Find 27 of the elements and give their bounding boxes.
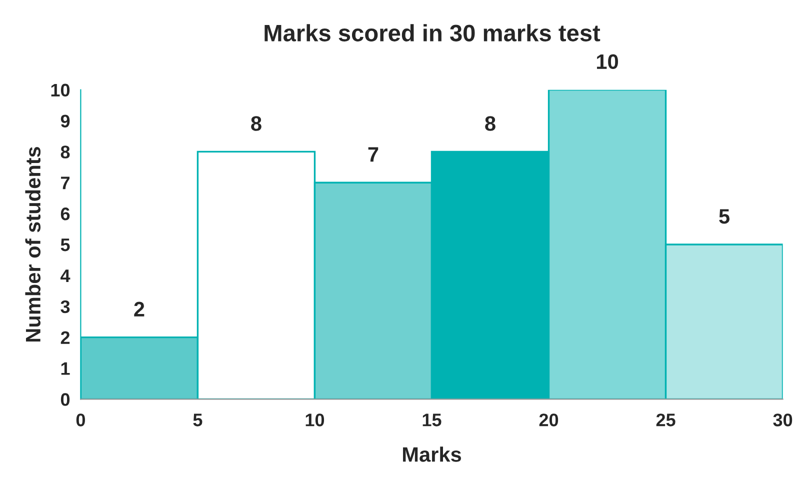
data-label: 8 xyxy=(485,116,496,131)
x-tick-label: 20 xyxy=(539,414,558,426)
data-label: 2 xyxy=(134,302,144,316)
y-tick-label: 0 xyxy=(60,393,70,406)
y-tick-label: 2 xyxy=(60,331,70,344)
y-tick-label: 3 xyxy=(60,300,70,314)
x-tick-label: 25 xyxy=(656,414,676,426)
x-tick-label: 5 xyxy=(193,414,202,426)
y-tick-label: 1 xyxy=(61,362,70,375)
chart-title: Marks scored in 30 marks test xyxy=(264,24,600,42)
data-label: 5 xyxy=(719,209,730,224)
y-tick-label: 4 xyxy=(60,270,70,282)
y-tick-label: 7 xyxy=(61,176,70,190)
y-tick-label: 6 xyxy=(60,208,70,220)
x-tick-label: 10 xyxy=(306,414,324,426)
x-tick-label: 15 xyxy=(422,414,442,426)
data-label: 7 xyxy=(368,147,378,162)
data-label: 10 xyxy=(596,54,618,70)
y-axis-title: Number of students xyxy=(25,146,41,342)
x-tick-label: 0 xyxy=(76,414,85,426)
y-tick-label: 9 xyxy=(60,114,70,128)
y-tick-label: 8 xyxy=(60,146,70,158)
x-axis-title: Marks xyxy=(403,446,462,462)
x-tick-label: 30 xyxy=(773,414,792,426)
y-tick-label: 5 xyxy=(60,238,70,252)
data-label: 8 xyxy=(251,116,262,131)
y-tick-label: 10 xyxy=(51,84,70,97)
